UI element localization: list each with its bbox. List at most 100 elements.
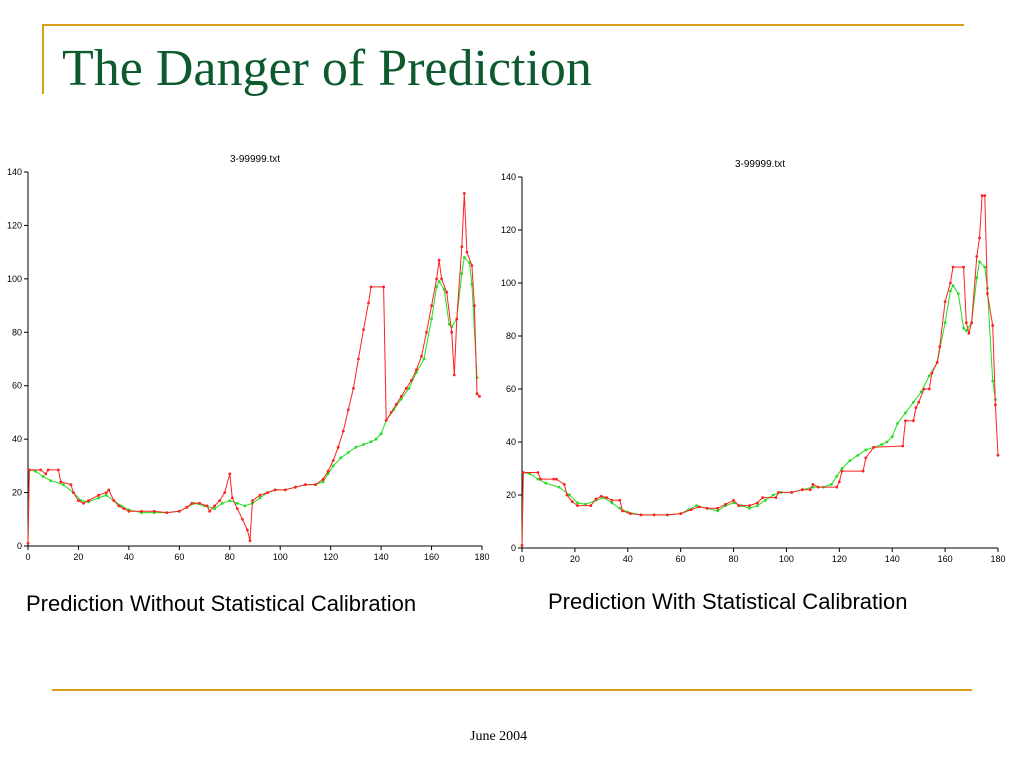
y-tick-label: 100	[7, 274, 22, 284]
series-point-1	[956, 292, 960, 295]
series-point-1	[610, 501, 614, 505]
series-point-0	[369, 285, 373, 289]
series-point-0	[241, 517, 244, 521]
series-point-1	[885, 440, 889, 444]
y-tick-label: 40	[12, 434, 22, 444]
series-point-0	[304, 483, 307, 486]
series-point-0	[639, 513, 643, 517]
series-point-0	[666, 513, 669, 517]
series-point-1	[460, 272, 464, 275]
y-tick-label: 60	[506, 384, 516, 394]
series-point-0	[228, 472, 232, 476]
series-point-0	[716, 506, 720, 510]
x-tick-label: 140	[885, 554, 900, 564]
series-point-1	[840, 467, 844, 470]
series-point-0	[258, 493, 262, 497]
series-point-0	[425, 330, 428, 334]
caption-without-calibration: Prediction Without Statistical Calibrati…	[26, 591, 417, 616]
series-point-0	[975, 255, 979, 258]
series-point-0	[152, 509, 156, 513]
series-point-0	[914, 406, 918, 409]
series-point-0	[112, 499, 116, 502]
series-point-0	[97, 493, 100, 497]
series-point-0	[462, 192, 466, 195]
series-point-1	[536, 477, 540, 481]
chart-without-calibration: 3-99999.txt 0 20 40 60 80 100 120 140 160 180 0 20 40…	[7, 154, 490, 562]
series-point-1	[763, 498, 767, 502]
series-point-0	[104, 491, 108, 494]
series-point-1	[835, 475, 839, 478]
y-tick-label: 0	[511, 543, 516, 553]
series-point-1	[447, 322, 451, 326]
series-point-0	[39, 468, 42, 472]
series-point-0	[399, 395, 403, 398]
series-point-0	[986, 292, 989, 295]
series-point-0	[440, 277, 443, 281]
series-point-0	[140, 509, 143, 513]
series-point-0	[774, 496, 778, 499]
series-point-0	[478, 395, 481, 398]
series-point-1	[584, 502, 587, 506]
x-tick-label: 160	[938, 554, 953, 564]
series-point-1	[557, 485, 561, 489]
series-point-0	[811, 483, 815, 486]
series-point-1	[732, 501, 735, 505]
series-point-0	[599, 494, 603, 498]
series-point-0	[943, 300, 947, 303]
series-point-1	[975, 276, 979, 280]
series-point-0	[435, 277, 438, 281]
series-point-1	[978, 260, 981, 264]
series-point-1	[983, 265, 987, 269]
x-tick-label: 100	[779, 554, 794, 564]
series-point-0	[705, 506, 709, 510]
series-point-0	[56, 468, 60, 472]
series-point-0	[321, 477, 325, 481]
series-point-1	[544, 481, 548, 485]
series-point-1	[339, 456, 343, 460]
series-point-0	[44, 472, 48, 476]
y-tick-label: 40	[506, 437, 516, 447]
x-tick-label: 180	[474, 552, 489, 562]
series-point-0	[473, 304, 476, 307]
series-line-0	[521, 195, 999, 546]
series-point-1	[34, 469, 37, 473]
y-tick-label: 140	[7, 167, 22, 177]
x-tick-label: 40	[623, 554, 633, 564]
series-point-0	[77, 499, 80, 502]
series-point-0	[949, 281, 952, 285]
series-point-1	[374, 437, 378, 441]
series-point-0	[455, 317, 459, 321]
series-point-1	[369, 440, 373, 444]
series-point-0	[205, 504, 209, 508]
series-point-0	[679, 512, 683, 515]
series-point-1	[422, 357, 426, 361]
series-point-0	[589, 504, 593, 507]
series-point-0	[59, 480, 63, 484]
series-point-1	[528, 472, 532, 476]
chart-title: 3-99999.txt	[735, 159, 785, 170]
y-tick-label: 100	[501, 278, 516, 288]
series-point-0	[521, 471, 525, 474]
series-point-0	[27, 468, 31, 472]
series-point-0	[904, 419, 907, 423]
series-point-1	[462, 256, 466, 259]
caption-with-calibration: Prediction With Statistical Calibration	[548, 589, 908, 614]
bottom-rule	[52, 689, 972, 691]
series-point-0	[198, 501, 201, 505]
x-tick-label: 60	[676, 554, 686, 564]
series-point-0	[389, 411, 393, 414]
series-point-0	[190, 501, 194, 505]
series-point-1	[258, 496, 262, 500]
series-point-1	[49, 479, 53, 482]
series-point-1	[964, 329, 968, 333]
series-point-0	[165, 511, 169, 514]
series-point-1	[243, 504, 247, 508]
series-point-0	[452, 373, 456, 377]
series-point-0	[552, 477, 556, 481]
x-tick-label: 60	[174, 552, 184, 562]
series-point-0	[127, 509, 131, 513]
series-point-0	[861, 469, 865, 473]
series-point-0	[840, 469, 844, 473]
series-point-0	[394, 403, 398, 406]
y-tick-label: 120	[501, 225, 516, 235]
